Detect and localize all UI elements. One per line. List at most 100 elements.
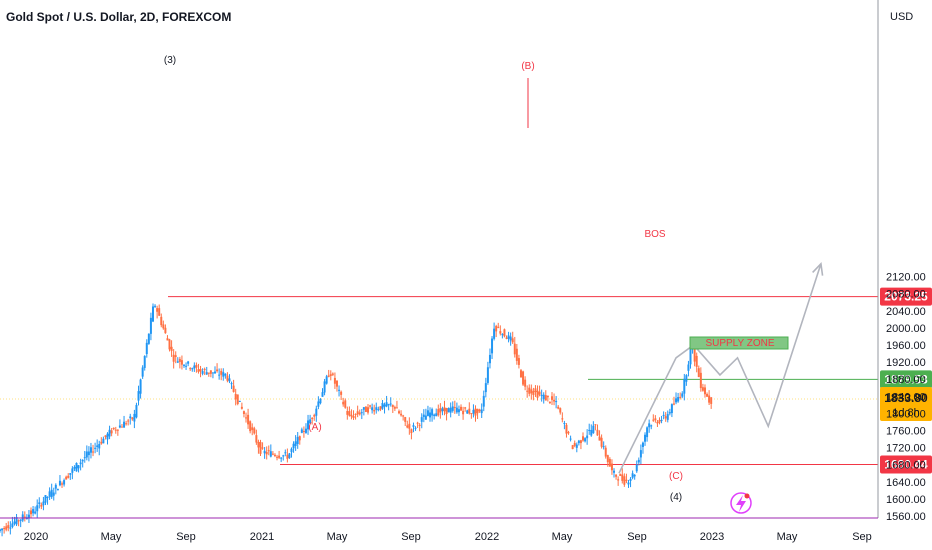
candle-body (379, 406, 382, 410)
candle-body (178, 358, 181, 362)
candle-body (288, 453, 291, 459)
candle-body (546, 395, 549, 398)
candle-body (637, 459, 640, 463)
candle-body (577, 440, 580, 444)
candle-body (137, 391, 140, 401)
candle-body (495, 325, 498, 332)
candle-body (503, 329, 506, 337)
candle-body (586, 435, 589, 439)
candle-body (408, 423, 411, 429)
candle-body (615, 474, 618, 477)
candle-body (565, 424, 568, 434)
candle-body (377, 409, 380, 411)
candle-body (710, 397, 713, 404)
candle-body (631, 473, 634, 478)
candle-body (125, 423, 128, 425)
x-tick-label: Sep (401, 531, 421, 543)
chart-title: Gold Spot / U.S. Dollar, 2D, FOREXCOM (6, 10, 232, 24)
candle-body (255, 435, 258, 443)
candle-body (30, 510, 33, 515)
candle-body (133, 413, 136, 422)
candle-body (75, 462, 78, 472)
candle-body (703, 387, 706, 395)
wave-label-b: (B) (521, 61, 534, 72)
candle-body (180, 360, 183, 365)
candle-body (416, 422, 419, 424)
candle-body (569, 438, 572, 440)
y-tick-label: 2120.00 (886, 272, 926, 284)
candle-body (116, 429, 119, 431)
candle-body (619, 474, 622, 476)
candle-body (168, 339, 171, 350)
candle-body (164, 327, 167, 334)
candle-body (404, 417, 407, 422)
candle-body (590, 429, 593, 436)
candle-body (296, 436, 299, 445)
candle-body (307, 420, 310, 430)
candle-body (441, 408, 444, 412)
candle-body (553, 399, 556, 402)
candle-body (3, 528, 6, 530)
candle-body (32, 509, 35, 514)
candle-body (400, 413, 403, 416)
candle-body (699, 372, 702, 389)
y-tick-label: 1920.00 (886, 357, 926, 369)
candle-body (267, 450, 270, 452)
candle-countdown: 1d 8h (892, 407, 920, 419)
candle-body (470, 413, 473, 415)
candle-body (544, 395, 547, 401)
candle-body (433, 414, 436, 417)
candle-body (300, 429, 303, 433)
candle-body (468, 408, 471, 414)
candle-body (230, 383, 233, 385)
candle-body (455, 407, 458, 413)
candle-body (79, 462, 82, 465)
candle-body (641, 442, 644, 447)
candle-body (482, 395, 485, 407)
projection-arrowhead (812, 262, 824, 276)
candle-body (344, 400, 347, 408)
candle-body (575, 444, 578, 448)
projection-line (618, 263, 822, 474)
candle-body (352, 416, 355, 418)
candle-body (191, 368, 194, 370)
candle-body (211, 372, 214, 374)
candle-body (302, 430, 305, 432)
candle-body (635, 464, 638, 472)
candle-body (509, 336, 512, 341)
y-tick-label: 1640.00 (886, 477, 926, 489)
candle-body (319, 398, 322, 404)
y-tick-label: 1760.00 (886, 426, 926, 438)
price-tag (880, 287, 932, 306)
candle-body (414, 427, 417, 429)
candle-body (271, 453, 274, 455)
candle-body (613, 470, 616, 473)
candle-body (13, 521, 16, 524)
candle-body (257, 441, 260, 448)
candle-body (110, 430, 113, 434)
candle-body (298, 436, 301, 441)
candle-body (501, 334, 504, 336)
candle-body (284, 452, 287, 454)
candle-body (149, 317, 152, 334)
candle-body (44, 495, 47, 503)
candle-body (513, 343, 516, 355)
wave-label-c: (C) (669, 471, 683, 482)
candle-body (639, 450, 642, 458)
candle-body (387, 404, 390, 406)
candle-body (695, 355, 698, 367)
candle-body (234, 393, 237, 400)
candle-body (17, 520, 20, 522)
candle-body (701, 387, 704, 391)
candle-body (453, 407, 456, 409)
y-tick-label: 2000.00 (886, 323, 926, 335)
candle-body (706, 393, 709, 397)
candle-body (151, 306, 154, 322)
candle-body (350, 414, 353, 417)
candle-body (559, 408, 562, 413)
candle-body (371, 407, 374, 411)
x-tick-label: Sep (852, 531, 872, 543)
candle-body (391, 405, 394, 408)
candle-body (325, 376, 328, 384)
